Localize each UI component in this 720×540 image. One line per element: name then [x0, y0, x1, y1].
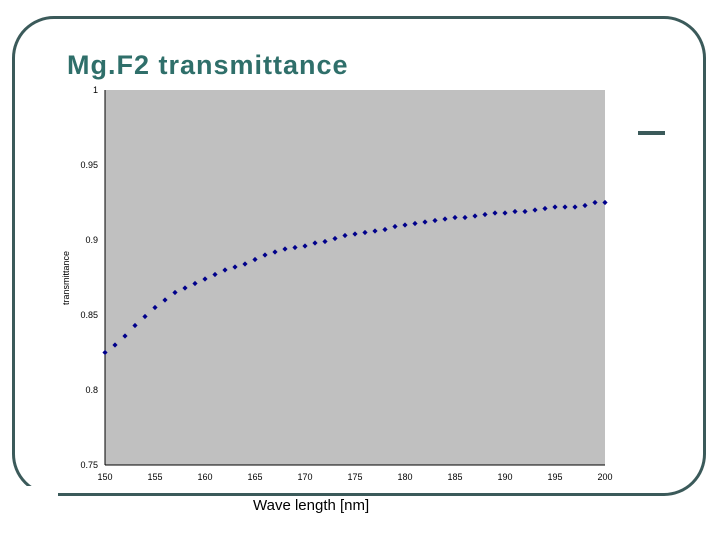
y-tick-label: 0.9 — [85, 235, 98, 245]
data-point — [222, 267, 228, 273]
data-point — [202, 276, 208, 282]
data-points — [102, 199, 608, 356]
data-point — [262, 252, 268, 258]
data-point — [332, 235, 338, 242]
data-point — [302, 243, 308, 249]
data-point — [132, 322, 138, 329]
data-point — [382, 226, 388, 233]
y-tick-label: 0.85 — [80, 310, 98, 320]
y-tick-label: 0.95 — [80, 160, 98, 170]
y-axis-title: transmittance — [61, 251, 71, 305]
slide-frame — [12, 16, 706, 496]
data-point — [602, 199, 608, 206]
data-point — [252, 256, 258, 263]
data-point — [422, 219, 428, 225]
data-point — [212, 271, 218, 278]
x-tick-label: 195 — [547, 472, 562, 482]
data-point — [542, 205, 548, 212]
data-point — [582, 202, 588, 209]
data-point — [142, 313, 148, 320]
data-point — [462, 214, 468, 221]
x-tick-label: 180 — [397, 472, 412, 482]
x-tick-label: 170 — [297, 472, 312, 482]
data-point — [432, 217, 438, 224]
y-tick-labels: 0.75 0.8 0.85 0.9 0.95 1 — [80, 85, 98, 470]
data-point — [442, 216, 448, 222]
data-point — [532, 207, 538, 213]
data-point — [232, 264, 238, 270]
data-point — [322, 238, 328, 245]
x-tick-label: 165 — [247, 472, 262, 482]
slide-title: Mg.F2 transmittance — [67, 50, 349, 80]
x-tick-label: 160 — [197, 472, 212, 482]
y-tick-label: 1 — [93, 85, 98, 95]
data-point — [502, 210, 508, 216]
x-tick-label: 200 — [597, 472, 612, 482]
x-tick-labels: 150 155 160 165 170 175 180 185 190 195 200 — [97, 472, 612, 482]
plot-area — [105, 90, 605, 465]
data-point — [522, 208, 528, 215]
data-point — [472, 213, 478, 219]
data-point — [592, 199, 598, 206]
transmittance-chart: 0.75 0.8 0.85 0.9 0.95 1 150 155 160 165 170 175 18… — [61, 85, 613, 482]
data-point — [402, 222, 408, 228]
data-point — [362, 229, 368, 236]
y-tick-label: 0.8 — [85, 385, 98, 395]
x-axis-title: Wave length [nm] — [253, 497, 370, 514]
data-point — [392, 223, 398, 230]
data-point — [352, 231, 358, 237]
data-point — [342, 232, 348, 239]
data-point — [112, 342, 118, 348]
x-tick-label: 185 — [447, 472, 462, 482]
data-point — [122, 333, 128, 339]
data-point — [182, 285, 188, 291]
data-point — [452, 214, 458, 221]
data-point — [552, 204, 558, 210]
data-point — [482, 211, 488, 218]
data-point — [512, 208, 518, 215]
data-point — [242, 261, 248, 267]
data-point — [162, 297, 168, 303]
x-tick-label: 150 — [97, 472, 112, 482]
data-point — [312, 240, 318, 246]
data-point — [562, 204, 568, 210]
data-point — [172, 289, 178, 296]
data-point — [192, 280, 198, 287]
data-point — [492, 210, 498, 216]
data-point — [102, 349, 108, 356]
data-point — [282, 246, 288, 252]
x-tick-label: 190 — [497, 472, 512, 482]
x-tick-label: 175 — [347, 472, 362, 482]
x-tick-label: 155 — [147, 472, 162, 482]
y-tick-label: 0.75 — [80, 460, 98, 470]
data-point — [292, 244, 298, 251]
data-point — [272, 249, 278, 255]
data-point — [152, 304, 158, 311]
decorative-dash — [638, 131, 665, 135]
data-point — [412, 220, 418, 227]
data-point — [572, 204, 578, 210]
data-point — [372, 228, 378, 234]
